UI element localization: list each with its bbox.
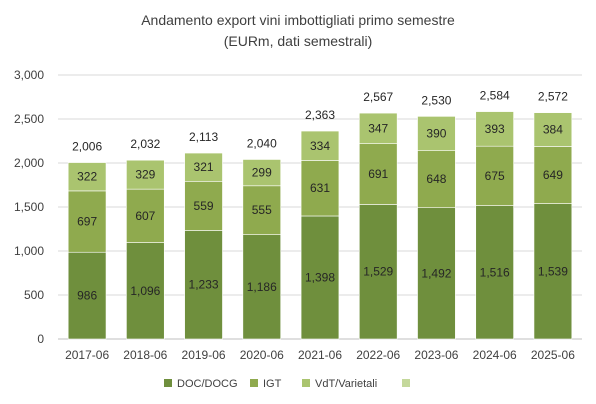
total-label: 2,006 [72, 140, 102, 154]
bar-segment [300, 130, 340, 161]
y-axis: 0 500 1,000 1,500 2,000 2,500 3,000 [14, 68, 44, 346]
data-label: 1,398 [305, 270, 335, 284]
bar-segment [475, 145, 514, 206]
bars: 986 697 322 2,006 1,096 607 329 2,032 1,233 559 32… [67, 89, 573, 340]
y-tick-label: 2,500 [14, 112, 44, 126]
legend-swatch [250, 379, 258, 387]
data-label: 393 [485, 122, 505, 136]
bar-segment [417, 116, 456, 151]
total-label: 2,032 [130, 137, 160, 151]
bar-segment [533, 112, 573, 147]
y-tick-label: 3,000 [14, 68, 44, 82]
bar-segment [67, 190, 107, 253]
data-label: 321 [194, 160, 214, 174]
bar-segment [242, 185, 282, 235]
data-label: 649 [543, 168, 563, 182]
data-label: 1,186 [247, 280, 277, 294]
data-label: 1,096 [130, 284, 160, 298]
x-tick-label: 2018-06 [123, 348, 167, 362]
bar-segment [126, 159, 165, 190]
x-tick-label: 2024-06 [473, 348, 517, 362]
y-tick-label: 500 [24, 288, 44, 302]
bar-segment [358, 143, 398, 205]
data-label: 384 [543, 123, 563, 137]
total-label: 2,113 [189, 130, 218, 144]
x-axis: 2017-06 2018-06 2019-06 2020-06 2021-06 2022-… [65, 348, 575, 362]
bar-segment [417, 207, 456, 340]
data-label: 334 [310, 139, 330, 153]
data-label: 1,529 [363, 265, 393, 279]
data-label: 1,539 [538, 264, 568, 278]
data-label: 986 [77, 289, 97, 303]
data-label: 347 [368, 121, 388, 135]
bar-segment [184, 152, 223, 182]
x-tick-label: 2023-06 [414, 348, 458, 362]
y-tick-label: 1,500 [14, 200, 44, 214]
bar-segment [300, 160, 340, 217]
x-tick-label: 2025-06 [531, 348, 575, 362]
x-tick-label: 2021-06 [298, 348, 342, 362]
data-label: 648 [426, 172, 446, 186]
data-label: 1,492 [421, 266, 451, 280]
data-label: 697 [77, 215, 97, 229]
bar-segment [358, 112, 398, 144]
total-label: 2,567 [363, 90, 393, 104]
legend-swatch [402, 379, 410, 387]
bar-segment [242, 234, 282, 340]
data-label: 631 [310, 181, 330, 195]
chart-subtitle: (EURm, dati semestrali) [224, 33, 373, 49]
chart-title: Andamento export vini imbottigliati prim… [141, 12, 455, 28]
bar-segment [475, 111, 514, 147]
total-label: 2,363 [305, 108, 335, 122]
data-label: 555 [252, 203, 272, 217]
x-tick-label: 2017-06 [65, 348, 109, 362]
bar-segment [417, 150, 456, 209]
bar-segment [184, 181, 223, 231]
data-label: 675 [485, 169, 505, 183]
total-label: 2,530 [421, 93, 451, 107]
legend: DOC/DOCG IGT VdT/Varietali [164, 378, 410, 390]
x-tick-label: 2020-06 [240, 348, 284, 362]
legend-swatch [302, 379, 310, 387]
bar-segment [300, 215, 340, 340]
data-label: 329 [135, 168, 155, 182]
x-tick-label: 2022-06 [356, 348, 400, 362]
bar-segment [67, 251, 107, 340]
bar-segment [533, 203, 573, 340]
data-label: 322 [77, 170, 97, 184]
bar-segment [358, 204, 398, 340]
data-label: 1,233 [189, 278, 219, 292]
y-tick-label: 0 [37, 332, 44, 346]
bar-segment [126, 242, 165, 340]
bar-segment [126, 188, 165, 243]
y-tick-label: 2,000 [14, 156, 44, 170]
total-label: 2,040 [247, 136, 277, 150]
bar-segment [184, 230, 223, 340]
legend-label: IGT [263, 378, 282, 390]
data-label: 390 [426, 127, 446, 141]
data-label: 691 [368, 167, 388, 181]
bar-segment [475, 205, 514, 340]
data-label: 607 [135, 209, 155, 223]
legend-swatch [164, 379, 172, 387]
total-label: 2,584 [480, 89, 510, 103]
bar-segment [67, 162, 107, 192]
total-label: 2,572 [538, 90, 568, 104]
x-tick-label: 2019-06 [182, 348, 226, 362]
data-label: 559 [194, 199, 214, 213]
y-tick-label: 1,000 [14, 244, 44, 258]
data-label: 1,516 [480, 265, 510, 279]
bar-segment [242, 159, 282, 187]
legend-label: VdT/Varietali [315, 378, 377, 390]
legend-label: DOC/DOCG [177, 378, 238, 390]
data-label: 299 [252, 166, 272, 180]
